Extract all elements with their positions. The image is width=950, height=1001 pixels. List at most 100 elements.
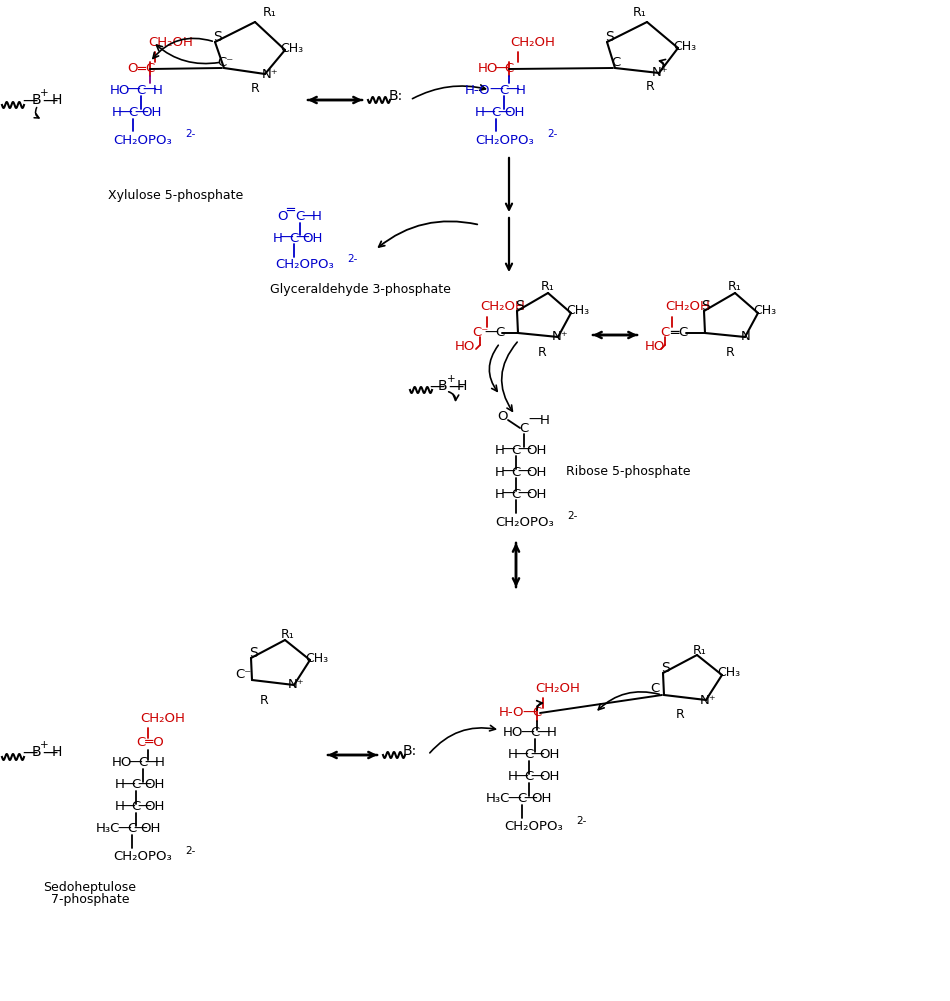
- Text: N⁺: N⁺: [652, 65, 668, 78]
- Text: B:: B:: [403, 744, 417, 758]
- Text: H-O: H-O: [500, 707, 524, 720]
- Text: CH₂OH: CH₂OH: [140, 712, 185, 725]
- Text: OH: OH: [143, 779, 164, 792]
- Text: Glyceraldehyde 3-phosphate: Glyceraldehyde 3-phosphate: [270, 283, 451, 296]
- Text: OH: OH: [143, 801, 164, 814]
- Text: OH: OH: [525, 443, 546, 456]
- Text: —: —: [481, 106, 495, 120]
- Text: —: —: [122, 800, 135, 814]
- Text: CH₃: CH₃: [674, 39, 696, 52]
- Text: OH: OH: [539, 771, 560, 784]
- Text: R₁: R₁: [694, 644, 707, 657]
- Text: C: C: [651, 683, 659, 696]
- Text: R: R: [538, 345, 546, 358]
- Text: C: C: [491, 106, 501, 119]
- Text: Sedoheptulose: Sedoheptulose: [44, 882, 137, 895]
- Text: OH: OH: [539, 749, 560, 762]
- Text: B: B: [31, 93, 41, 107]
- Text: H: H: [153, 83, 163, 96]
- Text: +: +: [40, 88, 48, 98]
- Text: H: H: [112, 106, 122, 119]
- Text: R: R: [259, 694, 268, 707]
- Text: R: R: [726, 345, 734, 358]
- Text: C: C: [524, 749, 534, 762]
- Text: ═: ═: [286, 203, 294, 216]
- Text: N⁺: N⁺: [552, 329, 568, 342]
- Text: —: —: [505, 83, 519, 97]
- Text: B: B: [437, 379, 446, 393]
- Text: O: O: [497, 410, 507, 423]
- Text: OH: OH: [140, 823, 161, 836]
- Text: H: H: [52, 745, 62, 759]
- Text: N⁺: N⁺: [288, 679, 304, 692]
- Text: —: —: [489, 83, 503, 97]
- Text: CH₂OH: CH₂OH: [535, 682, 580, 695]
- Text: —: —: [43, 745, 58, 760]
- Text: R₁: R₁: [633, 5, 647, 18]
- Text: R: R: [251, 81, 259, 94]
- Text: S: S: [214, 30, 222, 44]
- Text: HO: HO: [110, 83, 130, 96]
- Text: CH₂OPO₃: CH₂OPO₃: [114, 133, 172, 146]
- Text: C: C: [504, 62, 514, 75]
- Text: C: C: [139, 757, 147, 770]
- Text: C: C: [530, 727, 540, 740]
- Text: —: —: [536, 726, 550, 740]
- Text: OH: OH: [525, 487, 546, 500]
- Text: —: —: [528, 413, 542, 427]
- Text: CH₂OPO₃: CH₂OPO₃: [114, 851, 172, 864]
- Text: —: —: [497, 106, 511, 120]
- Text: C: C: [495, 326, 504, 339]
- Text: —: —: [301, 210, 314, 224]
- Text: S: S: [515, 299, 523, 313]
- Text: 2-: 2-: [567, 511, 578, 521]
- Text: —: —: [521, 726, 534, 740]
- Text: Xylulose 5-phosphate: Xylulose 5-phosphate: [108, 188, 243, 201]
- Text: C⁻: C⁻: [217, 55, 233, 68]
- Text: H-O: H-O: [465, 83, 490, 96]
- Text: C: C: [500, 83, 508, 96]
- Text: C: C: [131, 801, 141, 814]
- Text: H: H: [115, 801, 125, 814]
- Text: —: —: [523, 792, 537, 806]
- Text: 2-: 2-: [547, 129, 558, 139]
- Text: CH₃: CH₃: [306, 652, 329, 665]
- Text: H: H: [155, 757, 165, 770]
- Text: 7-phosphate: 7-phosphate: [50, 894, 129, 907]
- Text: —: —: [43, 92, 58, 107]
- Text: C⁻: C⁻: [472, 326, 488, 339]
- Text: S: S: [702, 299, 711, 313]
- Text: H: H: [508, 771, 518, 784]
- Text: —: —: [448, 378, 464, 393]
- Text: —: —: [137, 800, 151, 814]
- Text: —: —: [142, 83, 156, 97]
- Text: —: —: [507, 792, 521, 806]
- Text: CH₃: CH₃: [566, 304, 590, 317]
- Text: R₁: R₁: [263, 5, 276, 18]
- Text: —: —: [133, 822, 147, 836]
- Text: S: S: [249, 646, 257, 660]
- Text: OH: OH: [141, 106, 162, 119]
- Text: —: —: [502, 465, 515, 479]
- Text: —: —: [494, 62, 508, 76]
- Text: 2-: 2-: [576, 816, 586, 826]
- Text: H: H: [475, 106, 484, 119]
- Text: H: H: [52, 93, 62, 107]
- Text: +: +: [446, 374, 455, 384]
- Text: C: C: [128, 106, 138, 119]
- Text: S: S: [660, 661, 670, 675]
- Text: C: C: [511, 465, 521, 478]
- Text: —: —: [530, 748, 543, 762]
- Text: +: +: [40, 740, 48, 750]
- Text: B:: B:: [389, 89, 403, 103]
- Text: CH₂OPO₃: CH₂OPO₃: [504, 821, 563, 834]
- Text: C: C: [520, 421, 528, 434]
- Text: N: N: [741, 330, 750, 343]
- Text: H: H: [495, 465, 505, 478]
- Text: HO: HO: [112, 757, 132, 770]
- Text: CH₂OH: CH₂OH: [510, 35, 555, 48]
- Text: O: O: [276, 210, 287, 223]
- Text: C: C: [612, 55, 620, 68]
- Text: H₃C: H₃C: [485, 793, 510, 806]
- Text: H: H: [547, 727, 557, 740]
